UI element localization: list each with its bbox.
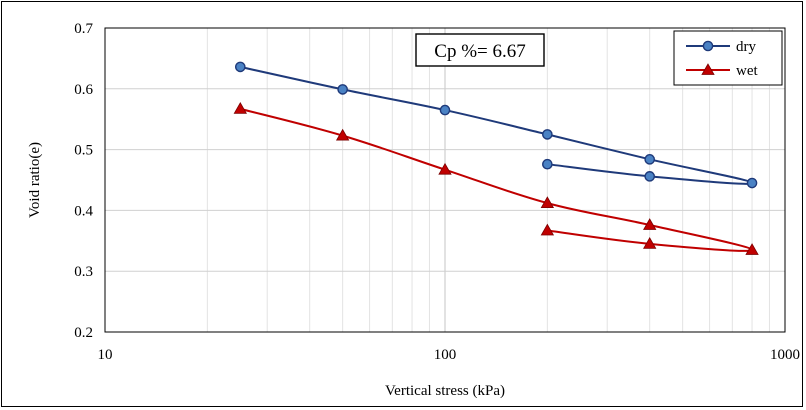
legend-item-wet: wet <box>686 63 758 79</box>
legend-box <box>673 30 783 86</box>
data-point-wet <box>643 237 657 249</box>
data-point-dry <box>746 177 758 189</box>
legend-label-wet: wet <box>736 63 758 79</box>
data-point-dry <box>439 104 451 116</box>
series-line-dry <box>240 65 754 185</box>
cp-annotation: Cp %= 6.67 <box>415 33 545 67</box>
annotation-text: Cp %= 6.67 <box>434 41 525 62</box>
y-tick-label: 0.7 <box>74 21 93 37</box>
series-dry <box>234 61 758 189</box>
legend-items: dry wet <box>686 39 758 79</box>
x-tick-label: 100 <box>434 347 457 363</box>
data-point-dry <box>542 158 553 170</box>
data-point-wet <box>540 223 555 236</box>
data-point-dry <box>337 84 348 95</box>
data-point-wet <box>643 218 657 230</box>
legend-marker-wet <box>701 63 715 75</box>
y-tick-label: 0.3 <box>74 264 93 280</box>
data-point-wet <box>335 128 350 141</box>
y-tick-label: 0.2 <box>74 325 93 341</box>
annotation-box <box>415 33 545 67</box>
legend: dry wet <box>673 30 783 86</box>
legend-marker-dry <box>702 40 714 52</box>
tick-labels: 0.2 0.3 0.4 0.5 0.6 0.7 10 100 1000 <box>74 21 800 363</box>
series-layer <box>233 61 759 255</box>
data-point-wet <box>438 162 452 175</box>
y-tick-label: 0.5 <box>74 143 93 159</box>
y-tick-label: 0.4 <box>74 203 93 219</box>
plot-border <box>104 27 786 333</box>
data-point-wet <box>540 196 555 209</box>
series-line-wet <box>240 107 754 252</box>
data-point-dry <box>234 61 246 73</box>
data-point-wet <box>745 243 759 255</box>
x-tick-label: 10 <box>98 347 113 363</box>
x-axis-label: Vertical stress (kPa) <box>385 383 505 399</box>
legend-item-dry: dry <box>686 39 756 55</box>
series-wet <box>233 102 759 255</box>
y-tick-label: 0.6 <box>74 82 93 98</box>
data-point-dry <box>542 129 553 140</box>
data-point-dry <box>644 171 656 182</box>
y-axis-label: Void ratio(e) <box>27 142 43 218</box>
data-point-wet <box>233 102 247 114</box>
x-tick-label: 1000 <box>770 347 800 363</box>
legend-label-dry: dry <box>736 39 756 55</box>
data-point-dry <box>644 154 656 165</box>
